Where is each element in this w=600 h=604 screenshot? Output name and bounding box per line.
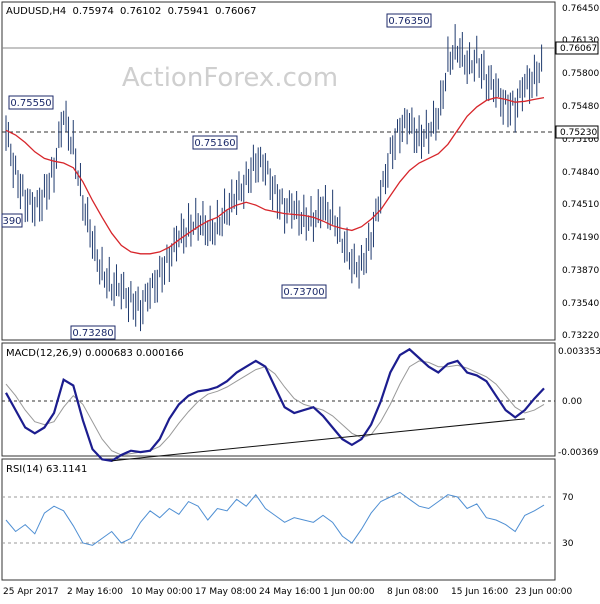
macd-tick: -0.00369 [558,448,599,458]
svg-text:0.73280: 0.73280 [72,328,113,339]
price-tick: 0.74190 [562,233,599,243]
price-tick: 0.75800 [562,69,599,79]
macd-tick: 0.003353 [558,347,600,357]
macd-axis: 0.003353 0.00 -0.00369 [558,347,600,458]
annotation-0.75550-label: 0.75550 [8,95,54,110]
annotation-390-label: 390 [1,213,23,228]
price-tick: 0.73870 [562,266,599,276]
price-tick: 0.76130 [562,36,599,46]
annotation-0.75160-label: 0.75160 [192,135,238,150]
time-tick: 2 May 16:00 [67,587,123,597]
macd-line [5,347,545,462]
svg-text:0.76350: 0.76350 [388,16,429,27]
svg-text:0.76067: 0.76067 [560,44,597,54]
current-price-tag: 0.76067 [555,41,599,55]
watermark: ActionForex.com [122,63,338,93]
macd-trendline [111,418,525,462]
price-tick: 0.74840 [562,168,599,178]
annotation-0.73280-label: 0.73280 [70,325,116,340]
time-tick: 25 Apr 2017 [3,587,59,597]
svg-text:0.75230: 0.75230 [560,128,597,138]
time-tick: 1 Jun 00:00 [323,587,375,597]
price-tick: 0.75160 [562,135,599,145]
svg-text:390: 390 [2,216,21,227]
rsi-tick: 30 [562,539,574,549]
price-panel-title: AUDUSD,H4 0.75974 0.76102 0.75941 0.7606… [6,6,256,17]
price-tick: 0.73540 [562,299,599,309]
rsi-panel-frame [1,458,556,581]
time-tick: 23 Jun 00:00 [515,587,572,597]
price-panel-frame [1,1,556,341]
price-axis: 0.76450 0.76130 0.75800 0.75480 0.75160 … [562,4,599,341]
svg-text:0.75550: 0.75550 [10,98,51,109]
price-tick: 0.74510 [562,200,599,210]
annotation-0.73700-label: 0.73700 [281,284,327,299]
rsi-tick: 70 [562,493,574,503]
level-tag: 0.75230 [555,125,599,139]
macd-tick: 0.00 [562,397,582,407]
rsi-panel-title: RSI(14) 63.1141 [6,464,87,475]
rsi-line [5,491,545,546]
price-tick: 0.73220 [562,331,599,341]
time-tick: 15 Jun 16:00 [451,587,508,597]
annotation-high-label: 0.76350 [386,13,432,28]
time-axis: 25 Apr 2017 2 May 16:00 10 May 00:00 17 … [3,587,572,597]
macd-panel-frame [1,342,556,457]
time-tick: 17 May 08:00 [195,587,257,597]
time-tick: 8 Jun 08:00 [387,587,439,597]
rsi-axis: 70 30 [562,493,574,549]
macd-signal-line [5,360,545,456]
time-tick: 10 May 00:00 [131,587,193,597]
svg-text:0.75160: 0.75160 [194,138,235,149]
time-tick: 24 May 16:00 [259,587,321,597]
price-tick: 0.76450 [562,4,599,14]
price-tick: 0.75480 [562,102,599,112]
svg-text:0.73700: 0.73700 [283,287,324,298]
macd-panel-title: MACD(12,26,9) 0.000683 0.000166 [6,348,184,359]
moving-average-line [5,96,545,255]
